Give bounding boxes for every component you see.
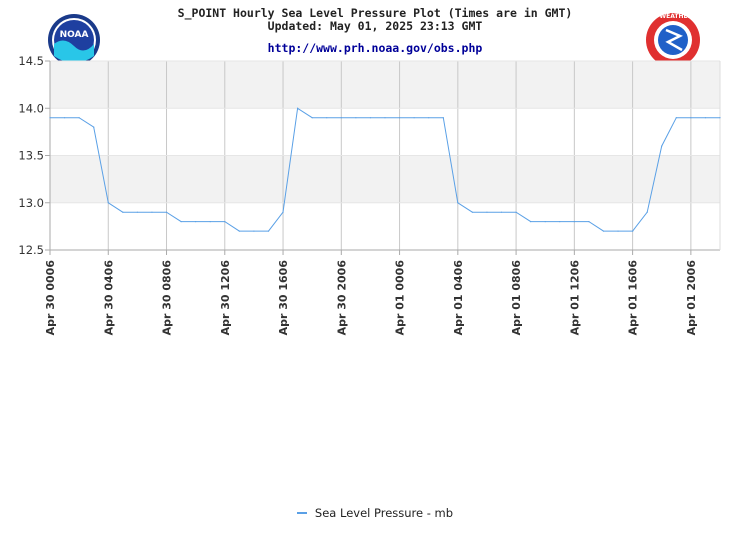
data-point [544,221,546,223]
logos-layer: NOAA NATIONAL WEATHER SERVICE [48,13,723,67]
data-point [559,221,561,223]
y-tick-label: 14.5 [18,54,44,68]
pressure-chart: 12.5 13.0 13.5 14.0 14.5 Apr 30 0006 Apr 30 0… [18,54,721,336]
data-point [136,211,138,213]
data-point [442,117,444,119]
data-point [253,230,255,232]
data-point [486,211,488,213]
y-tick-label: 14.0 [18,101,44,115]
data-point [457,202,459,204]
noaa-logo: NOAA [48,14,100,66]
data-point [471,211,473,213]
x-tick-label: Apr 01 0806 [510,260,523,336]
noaa-logo-text: NOAA [60,30,89,40]
legend-swatch-icon [296,511,307,514]
data-point [122,211,124,213]
data-point [49,117,51,119]
data-point [500,211,503,213]
x-tick-label: Apr 01 1206 [568,260,581,336]
nws-logo: NATIONAL WEATHER SERVICE [623,13,723,67]
data-point [107,202,109,204]
data-point [93,126,95,128]
data-point [180,221,182,223]
data-point [690,117,692,119]
data-point [151,211,153,213]
data-point [719,117,721,119]
x-tick-label: Apr 01 2006 [685,260,698,336]
data-point [646,211,648,213]
x-tick-label: Apr 01 0406 [452,260,465,336]
data-point [617,230,619,232]
x-tick-label: Apr 30 0406 [102,260,115,336]
data-point [238,230,240,232]
data-point [384,117,386,119]
data-point [632,230,634,232]
y-tick-label: 12.5 [18,243,44,257]
data-point [78,117,80,119]
data-point [602,230,605,232]
data-point [428,117,430,119]
data-point [355,117,357,119]
x-tick-label: Apr 30 1206 [219,260,232,336]
data-point [515,211,517,213]
data-point [413,117,415,119]
chart-subtitle: Updated: May 01, 2025 23:13 GMT [267,19,483,33]
x-tick-label: Apr 01 1606 [627,260,640,336]
x-tick-label: Apr 30 1606 [277,260,290,336]
source-url-link[interactable]: http://www.prh.noaa.gov/obs.php [267,41,483,55]
x-tick-label: Apr 30 0806 [161,260,174,336]
data-point [704,117,707,119]
data-point [297,107,299,109]
data-point [340,117,342,119]
plot-band [50,61,720,109]
x-tick-label: Apr 30 0006 [44,260,57,336]
chart-title: S_POINT Hourly Sea Level Pressure Plot (… [177,6,573,20]
x-tick-label: Apr 01 0006 [394,260,407,336]
data-point [165,211,168,213]
data-point [588,221,590,223]
data-point [224,221,226,223]
data-point [209,221,211,223]
data-point [530,221,532,223]
x-tick-label: Apr 30 2006 [335,260,348,336]
data-point [63,117,66,119]
data-point [267,230,270,232]
y-tick-label: 13.5 [18,149,44,163]
data-point [311,117,313,119]
data-point [675,117,677,119]
data-point [661,145,663,147]
data-point [369,117,372,119]
plot-band [50,155,720,203]
legend-label: Sea Level Pressure - mb [314,506,454,520]
data-point [326,117,328,119]
data-point [398,117,401,119]
nws-logo-text: NATIONAL WEATHER SERVICE [623,13,722,20]
data-point [195,221,197,223]
data-point [573,221,575,223]
data-point [282,211,284,213]
y-tick-label: 13.0 [18,196,44,210]
legend: Sea Level Pressure - mb [0,506,750,520]
